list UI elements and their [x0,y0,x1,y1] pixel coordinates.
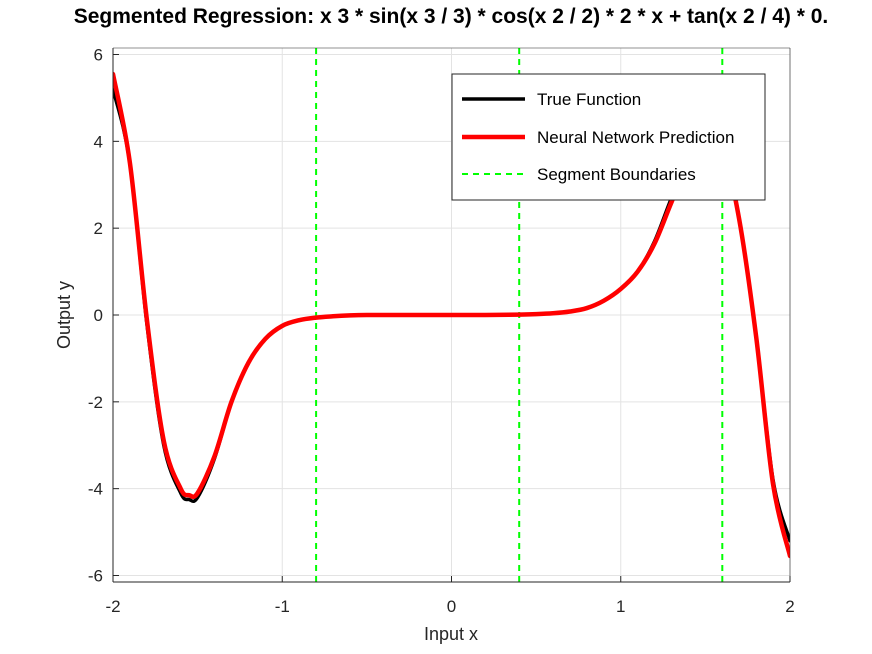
x-tick-label: -2 [105,597,120,616]
x-tick-label: 0 [447,597,456,616]
x-axis-label: Input x [424,624,478,644]
x-tick-label: 2 [785,597,794,616]
axes [112,47,791,583]
legend-label-true-function: True Function [537,90,641,109]
y-tick-label: 0 [94,306,103,325]
legend: True Function Neural Network Prediction … [451,73,766,201]
y-tick-label: 4 [94,132,103,151]
y-tick-label: -2 [88,393,103,412]
x-tick-label: -1 [275,597,290,616]
y-axis-label: Output y [54,281,74,349]
chart-title: Segmented Regression: x 3 * sin(x 3 / 3)… [74,5,829,28]
tick-labels: -2 -1 0 1 2 -6 -4 -2 0 2 4 6 [88,46,795,616]
y-tick-label: 6 [94,46,103,65]
legend-label-nn-prediction: Neural Network Prediction [537,128,734,147]
x-tick-label: 1 [616,597,625,616]
y-tick-label: -4 [88,480,103,499]
y-tick-label: -6 [88,566,103,585]
legend-label-segment-boundaries: Segment Boundaries [537,165,696,184]
y-tick-label: 2 [94,219,103,238]
